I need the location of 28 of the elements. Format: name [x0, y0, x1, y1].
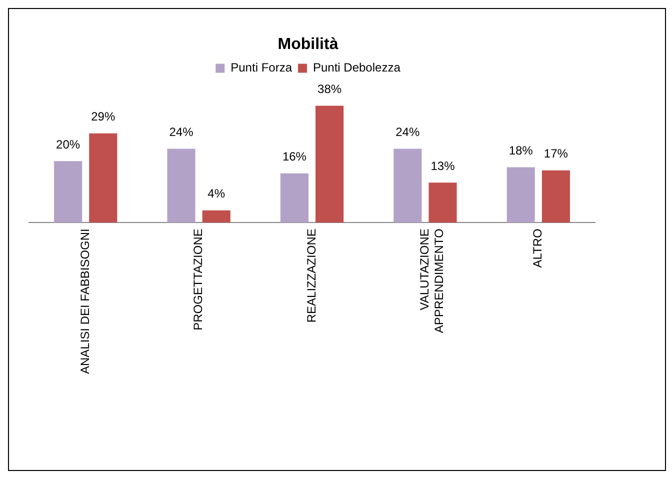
bar	[394, 148, 422, 223]
x-tick-label: VALUTAZIONE APPRENDIMENTO	[418, 228, 446, 334]
data-label: 29%	[91, 110, 116, 124]
data-label: 16%	[282, 150, 307, 164]
x-tick-label: ALTRO	[530, 228, 545, 268]
x-tick-label: ANALISI DEI FABBISOGNI	[78, 228, 92, 374]
x-tick-label: REALIZZAZIONE	[304, 228, 318, 323]
legend-label: Punti Debolezza	[312, 60, 401, 75]
data-label: 24%	[169, 125, 194, 140]
bar	[280, 173, 308, 223]
data-label: 17%	[544, 146, 568, 161]
bar	[428, 182, 457, 223]
bar	[54, 161, 82, 223]
data-label: 4%	[208, 186, 226, 201]
bar	[542, 170, 570, 223]
bar	[167, 148, 196, 223]
data-label: 13%	[430, 158, 456, 173]
legend-label: Punti Forza	[230, 60, 292, 75]
bar	[202, 210, 230, 223]
data-label: 18%	[508, 144, 534, 158]
data-label: 20%	[56, 137, 80, 152]
bar	[89, 133, 118, 223]
bar	[506, 167, 535, 223]
chart-title: Mobilità	[278, 36, 338, 54]
x-tick-label: PROGETTAZIONE	[191, 228, 206, 330]
data-label: 24%	[396, 125, 420, 140]
data-label: 38%	[318, 82, 342, 96]
bar	[316, 106, 344, 223]
